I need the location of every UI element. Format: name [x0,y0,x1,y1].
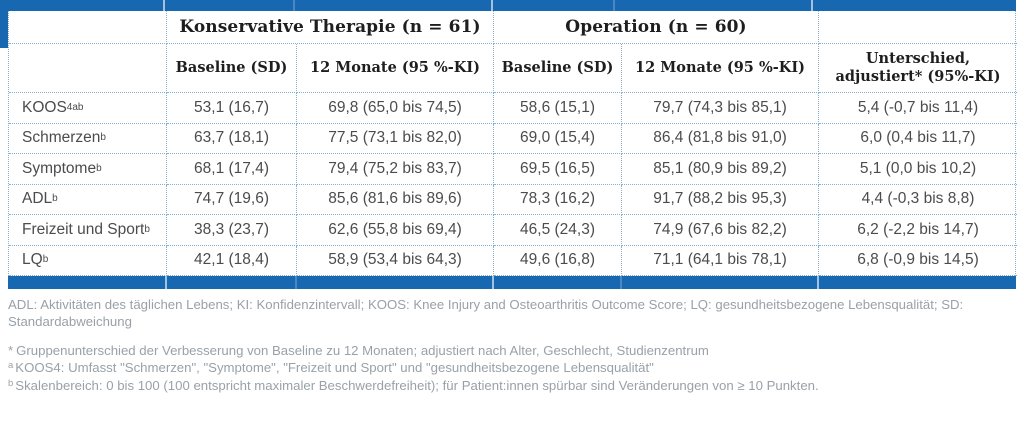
bar-divider [491,0,493,11]
footnote-marker: b [8,378,14,389]
table-cell: 77,5 (73,1 bis 82,0) [297,123,494,154]
table-cell: 69,8 (65,0 bis 74,5) [297,93,494,124]
footnote-marker: a [8,359,14,371]
footnote-b: b Skalenbereich: 0 bis 100 (100 entsprich… [8,378,1014,397]
table-cell: 85,6 (81,6 bis 89,6) [297,184,494,215]
footnote-asterisk: * Gruppenunterschied der Verbesserung von… [8,343,1014,360]
table-cell: 5,1 (0,0 bis 10,2) [819,154,1017,185]
table-cell: 91,7 (88,2 bis 95,3) [622,184,819,215]
table-cell: 86,4 (81,8 bis 91,0) [622,123,819,154]
footnote-abbreviations: ADL: Aktivitäten des täglichen Lebens; K… [8,297,1014,330]
table-footnotes: ADL: Aktivitäten des täglichen Lebens; K… [8,297,1014,397]
table-cell: 6,0 (0,4 bis 11,7) [819,124,1017,154]
bar-divider [295,276,297,289]
table-cell: 6,8 (-0,9 bis 14,5) [819,246,1017,276]
table-cell: 58,9 (53,4 bis 64,3) [297,245,494,276]
table-cell: 63,7 (18,1) [167,123,297,154]
group-header-operation: Operation (n = 60) [494,11,819,44]
table-cell: 46,5 (24,3) [494,215,622,246]
row-label-text: KOOS [22,98,67,116]
table-cell: 4,4 (-0,3 bis 8,8) [819,185,1017,215]
left-accent-bar [0,0,9,48]
table-cell: 85,1 (80,9 bis 89,2) [622,154,819,185]
row-label-text: Symptome [22,159,97,177]
table-cell: 62,6 (55,8 bis 69,4) [297,215,494,246]
footnote-text: KOOS4: Umfasst "Schmerzen", "Symptome", … [15,359,654,375]
footnote-a: a KOOS4: Umfasst "Schmerzen", "Symptome",… [8,360,1014,379]
subheader-op-12monate: 12 Monate (95 %-KI) [622,44,819,93]
row-label-freizeit-und-sport: Freizeit und Sport b [9,215,167,246]
table-cell: 5,4 (-0,7 bis 11,4) [819,93,1017,124]
table-cell: 42,1 (18,4) [167,245,297,276]
subheader-unterschied-line1: Unterschied, [865,50,971,67]
group-header-konservative-therapie: Konservative Therapie (n = 61) [167,11,494,44]
bar-divider [811,0,813,11]
table-top-bar [0,0,1016,11]
row-label-text: Freizeit und Sport [22,220,145,238]
footnote-text: ADL: Aktivitäten des täglichen Lebens; K… [8,297,964,329]
table-cell: 79,4 (75,2 bis 83,7) [297,154,494,185]
table-cell: 69,5 (16,5) [494,154,622,185]
row-label-lq: LQ b [9,245,167,276]
subheader-empty-cell [9,44,167,93]
table-cell: 74,7 (19,6) [167,184,297,215]
table-cell: 38,3 (23,7) [167,215,297,246]
table-cell: 69,0 (15,4) [494,123,622,154]
bar-divider [620,276,622,289]
table-cell: 78,3 (16,2) [494,184,622,215]
row-label-symptome: Symptome b [9,154,167,185]
table-cell: 53,1 (16,7) [167,93,297,124]
table-cell: 68,1 (17,4) [167,154,297,185]
row-label-text: Schmerzen [22,129,101,147]
table-cell: 79,7 (74,3 bis 85,1) [622,93,819,124]
footnote-marker: * [8,343,14,358]
corner-empty-cell [9,11,167,44]
subheader-kons-baseline: Baseline (SD) [167,44,297,93]
table-cell: 49,6 (16,8) [494,245,622,276]
outcomes-table: Konservative Therapie (n = 61) Operation… [8,11,1017,276]
table-cell: 58,6 (15,1) [494,93,622,124]
bar-divider [492,276,494,289]
bar-divider [165,276,167,289]
table-cell: 74,9 (67,6 bis 82,2) [622,215,819,246]
row-label-koos4: KOOS 4 ab [9,93,167,124]
footnote-text: Gruppenunterschied der Verbesserung von … [16,343,709,358]
bar-divider [293,0,295,11]
footnote-text: Skalenbereich: 0 bis 100 (100 entspricht… [15,378,819,393]
subheader-unterschied-line2: adjustiert* (95%-KI) [835,68,1001,85]
group-header-empty-cell [819,11,1017,44]
bar-divider [613,0,615,11]
bar-divider [163,0,165,11]
subheader-unterschied: Unterschied, adjustiert* (95%-KI) [819,44,1017,93]
subheader-op-baseline: Baseline (SD) [494,44,622,93]
row-label-adl: ADL b [9,184,167,215]
table-cell: 6,2 (-2,2 bis 14,7) [819,215,1017,246]
row-label-schmerzen: Schmerzen b [9,123,167,154]
row-label-text: LQ [22,251,43,269]
table-bottom-bar [8,276,1016,289]
row-label-text: ADL [22,190,53,208]
table-cell: 71,1 (64,1 bis 78,1) [622,245,819,276]
bar-divider [817,276,819,289]
subheader-kons-12monate: 12 Monate (95 %-KI) [297,44,494,93]
